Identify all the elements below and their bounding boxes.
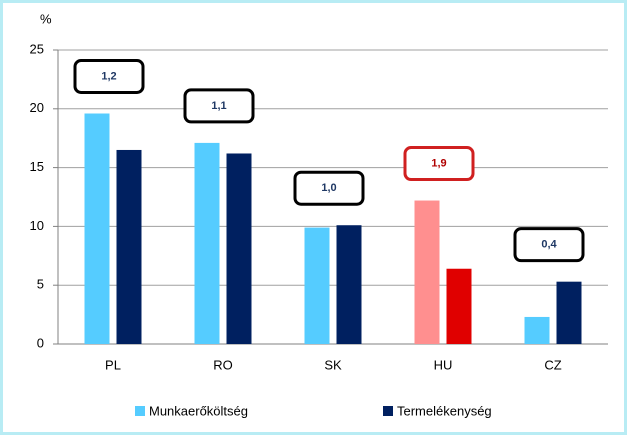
x-tick-label: RO bbox=[213, 357, 233, 372]
legend-swatch bbox=[135, 406, 145, 416]
legend-label: Munkaerőköltség bbox=[149, 403, 248, 418]
legend-swatch bbox=[383, 406, 393, 416]
ratio-label: 1,2 bbox=[101, 70, 116, 82]
bar bbox=[304, 227, 330, 344]
y-tick-label: 5 bbox=[37, 277, 44, 292]
y-unit-label: % bbox=[40, 11, 52, 26]
bar bbox=[446, 268, 472, 344]
ratio-box bbox=[403, 146, 475, 182]
bar bbox=[84, 113, 110, 344]
bar bbox=[556, 281, 582, 344]
y-tick-label: 15 bbox=[30, 159, 44, 174]
ratio-box bbox=[73, 59, 145, 95]
y-tick-label: 10 bbox=[30, 218, 44, 233]
bar bbox=[524, 316, 550, 344]
x-tick-label: HU bbox=[434, 357, 453, 372]
ratio-label: 1,9 bbox=[431, 157, 446, 169]
x-tick-label: CZ bbox=[544, 357, 561, 372]
ratio-box bbox=[513, 227, 585, 263]
bar bbox=[414, 200, 440, 344]
bar bbox=[194, 142, 220, 344]
bar bbox=[116, 149, 142, 344]
ratio-box bbox=[183, 88, 255, 124]
y-tick-label: 0 bbox=[37, 335, 44, 350]
legend-label: Termelékenység bbox=[397, 403, 492, 418]
ratio-label: 0,4 bbox=[541, 239, 557, 251]
y-tick-label: 25 bbox=[30, 41, 44, 56]
ratio-label: 1,1 bbox=[211, 100, 226, 112]
bar bbox=[336, 225, 362, 344]
y-tick-label: 20 bbox=[30, 100, 44, 115]
x-tick-label: PL bbox=[105, 357, 121, 372]
ratio-box bbox=[293, 170, 365, 206]
bar bbox=[226, 153, 252, 344]
x-tick-label: SK bbox=[324, 357, 342, 372]
ratio-label: 1,0 bbox=[321, 182, 336, 194]
